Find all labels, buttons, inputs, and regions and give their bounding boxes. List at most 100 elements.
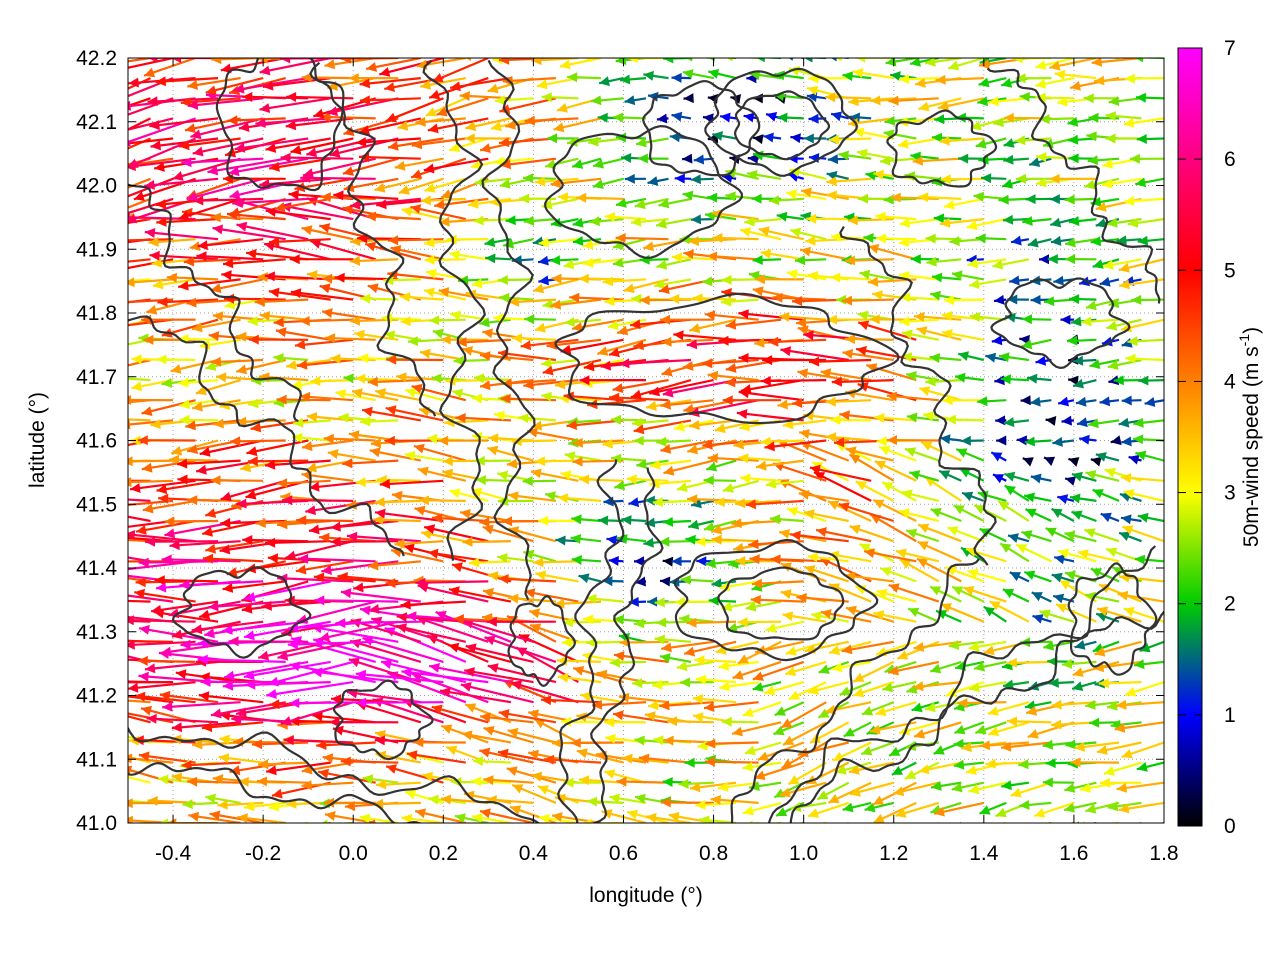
- wind-vector-head: [142, 406, 153, 416]
- wind-vector-shaft: [335, 622, 421, 624]
- wind-vector-shaft: [771, 823, 804, 828]
- x-tick-label: -0.2: [245, 842, 281, 865]
- wind-vector-head: [105, 457, 115, 467]
- wind-vector-head: [1028, 238, 1039, 248]
- wind-vector-head: [121, 477, 131, 487]
- wind-vector-head: [958, 154, 968, 164]
- wind-vector-head: [770, 514, 780, 524]
- wind-vector-head: [62, 547, 73, 557]
- wind-vector-shaft: [1020, 823, 1051, 829]
- wind-vector-head: [427, 434, 437, 444]
- wind-vector-head: [800, 247, 811, 257]
- wind-vector-head: [661, 337, 671, 347]
- wind-vector-head: [1135, 555, 1145, 565]
- wind-vector-head: [1068, 135, 1078, 145]
- wind-vector-head: [96, 534, 106, 544]
- wind-vector-head: [695, 800, 705, 810]
- wind-vector-head: [502, 516, 512, 526]
- wind-vector-head: [142, 463, 153, 473]
- wind-vector-head: [884, 195, 894, 205]
- wind-vector-head: [462, 730, 473, 740]
- wind-vector-head: [268, 553, 278, 563]
- wind-vector-head: [1117, 783, 1128, 793]
- wind-vector-head: [631, 294, 641, 304]
- wind-vector-head: [227, 115, 237, 125]
- wind-vector-head: [611, 415, 621, 425]
- wind-vector-head: [1015, 135, 1025, 145]
- wind-vector-head: [699, 815, 709, 825]
- wind-vector-head: [543, 366, 554, 376]
- wind-vector-head: [1084, 93, 1094, 103]
- wind-vector-head: [725, 377, 735, 387]
- wind-vector-head: [139, 625, 150, 635]
- wind-vector-head: [1119, 418, 1130, 428]
- wind-vector-head: [77, 776, 87, 786]
- wind-vector-head: [664, 466, 675, 476]
- wind-vector-head: [648, 176, 659, 186]
- wind-vector-head: [488, 433, 498, 443]
- wind-vector-head: [388, 235, 398, 245]
- wind-vector-head: [999, 352, 1010, 362]
- wind-vector-head: [266, 689, 277, 699]
- wind-vector-head: [930, 353, 940, 363]
- wind-vector-head: [185, 123, 196, 133]
- wind-vector-head: [1036, 60, 1047, 70]
- wind-vector-head: [723, 51, 733, 61]
- wind-vector-head: [872, 290, 883, 300]
- wind-vector-head: [343, 166, 354, 176]
- wind-vector-head: [206, 85, 217, 95]
- y-tick-label: 42.1: [76, 111, 117, 134]
- wind-vector-head: [1121, 514, 1132, 524]
- wind-vector-head: [946, 415, 956, 425]
- wind-vector-head: [634, 436, 644, 446]
- wind-vector-head: [375, 497, 385, 507]
- wind-vector-head: [684, 93, 694, 103]
- wind-vector-head: [976, 233, 986, 243]
- wind-vector-head: [236, 222, 247, 232]
- wind-vector-head: [482, 328, 493, 338]
- wind-vector-head: [187, 80, 198, 90]
- wind-vector-head: [656, 618, 666, 628]
- wind-vector-head: [454, 614, 464, 624]
- wind-vector-head: [286, 92, 296, 102]
- colorbar-tick-label: 4: [1224, 370, 1236, 393]
- wind-vector-head: [816, 527, 827, 537]
- wind-vector-head: [286, 360, 297, 370]
- wind-vector-head: [107, 212, 118, 222]
- wind-vector-head: [176, 669, 187, 679]
- wind-vector-shaft: [782, 823, 826, 830]
- wind-vector-head: [769, 195, 779, 205]
- wind-vector-head: [1026, 194, 1036, 204]
- wind-vector-head: [1064, 783, 1075, 793]
- wind-vector-head: [322, 308, 333, 318]
- wind-vector-head: [109, 532, 119, 542]
- y-tick-label: 41.7: [76, 366, 117, 389]
- wind-vector-head: [257, 777, 267, 787]
- wind-vector-head: [164, 528, 175, 538]
- y-tick-label: 41.4: [76, 557, 117, 580]
- wind-vector-head: [1001, 780, 1012, 790]
- wind-vector-head: [497, 471, 508, 481]
- wind-vector-head: [531, 55, 541, 65]
- wind-vector-head: [613, 383, 624, 393]
- wind-vector-head: [109, 139, 120, 149]
- wind-vector-head: [375, 183, 386, 193]
- wind-vector-shaft: [88, 219, 150, 229]
- wind-vector-head: [620, 75, 630, 85]
- wind-vector-head: [571, 514, 581, 524]
- wind-vector-head: [999, 195, 1009, 205]
- wind-vector-head: [202, 722, 212, 732]
- wind-vector-shaft: [963, 823, 1006, 831]
- contour-line: [991, 279, 1129, 368]
- wind-vector-head: [831, 415, 841, 425]
- wind-vector-head: [1003, 215, 1013, 225]
- wind-vector-head: [167, 273, 177, 283]
- wind-vector-head: [743, 708, 754, 717]
- wind-vector-head: [653, 735, 663, 745]
- wind-vector-head: [1084, 180, 1095, 190]
- wind-vector-head: [205, 508, 216, 518]
- wind-vectors: [55, 50, 1165, 842]
- wind-vector-head: [535, 570, 546, 580]
- wind-vector-head: [1062, 659, 1072, 669]
- wind-vector-head: [944, 200, 955, 210]
